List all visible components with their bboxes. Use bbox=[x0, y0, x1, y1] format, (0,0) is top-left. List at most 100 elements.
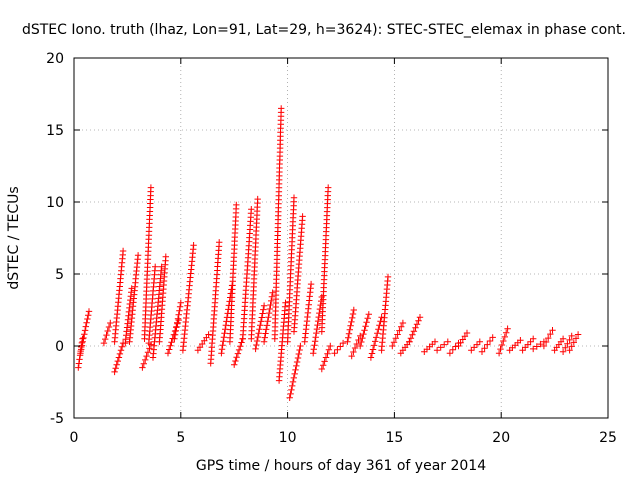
data-arc bbox=[260, 289, 276, 345]
data-point bbox=[297, 342, 304, 350]
data-point bbox=[152, 263, 159, 270]
data-point bbox=[261, 334, 268, 341]
data-point bbox=[176, 303, 184, 310]
data-point bbox=[540, 342, 548, 350]
data-arc bbox=[378, 273, 392, 354]
data-point bbox=[566, 347, 573, 354]
data-point bbox=[410, 328, 418, 335]
data-point bbox=[407, 335, 415, 342]
data-point bbox=[190, 242, 197, 249]
data-point bbox=[119, 247, 127, 255]
data-point bbox=[115, 354, 123, 361]
data-point bbox=[559, 335, 567, 342]
chart-title: dSTEC Iono. truth (lhaz, Lon=91, Lat=29,… bbox=[22, 22, 626, 38]
data-point bbox=[559, 348, 567, 355]
data-arc bbox=[252, 302, 268, 353]
data-point bbox=[164, 350, 172, 357]
data-point bbox=[433, 347, 441, 354]
data-point bbox=[253, 341, 260, 349]
data-point bbox=[218, 350, 225, 357]
data-point bbox=[345, 330, 353, 337]
data-arc bbox=[344, 306, 357, 345]
data-point bbox=[256, 326, 263, 333]
data-point bbox=[205, 331, 212, 338]
data-point bbox=[363, 319, 370, 326]
data-point bbox=[260, 338, 268, 345]
data-point bbox=[396, 327, 403, 334]
data-point bbox=[501, 333, 508, 341]
data-arc bbox=[207, 239, 223, 367]
data-point bbox=[231, 361, 238, 368]
data-point bbox=[259, 310, 266, 317]
data-arc bbox=[318, 342, 334, 373]
data-point bbox=[288, 386, 295, 394]
data-point bbox=[255, 330, 262, 337]
data-point bbox=[357, 342, 364, 350]
data-point bbox=[570, 339, 577, 346]
data-point bbox=[82, 323, 89, 330]
data-point bbox=[337, 343, 344, 350]
data-point bbox=[219, 342, 226, 349]
data-point bbox=[325, 346, 333, 353]
data-point bbox=[171, 331, 179, 338]
data-point bbox=[85, 312, 92, 319]
data-arc bbox=[540, 327, 556, 350]
data-point bbox=[321, 358, 328, 365]
x-tick-label: 10 bbox=[279, 430, 297, 446]
data-arc bbox=[468, 338, 483, 354]
data-point bbox=[103, 331, 110, 339]
data-arc bbox=[421, 338, 439, 355]
data-arc bbox=[126, 252, 142, 345]
data-point bbox=[361, 327, 368, 334]
data-point bbox=[364, 315, 371, 322]
data-arc bbox=[559, 332, 575, 355]
data-point bbox=[572, 335, 580, 342]
data-point bbox=[500, 337, 507, 345]
data-point bbox=[568, 343, 575, 350]
data-point bbox=[176, 307, 183, 314]
data-point bbox=[77, 350, 84, 357]
data-point bbox=[295, 350, 302, 358]
data-point bbox=[486, 337, 494, 345]
x-tick-label: 20 bbox=[492, 430, 510, 446]
data-point bbox=[84, 315, 91, 323]
data-point bbox=[348, 318, 355, 326]
data-arc bbox=[286, 342, 304, 401]
data-point bbox=[302, 330, 309, 337]
data-point bbox=[478, 348, 486, 355]
data-point bbox=[168, 339, 175, 346]
data-point bbox=[313, 325, 321, 333]
data-point bbox=[412, 324, 419, 331]
data-point bbox=[384, 273, 392, 281]
data-point bbox=[221, 330, 228, 337]
data-point bbox=[377, 318, 384, 325]
data-point bbox=[257, 318, 265, 325]
data-point bbox=[140, 360, 147, 367]
data-point bbox=[262, 330, 269, 337]
data-point bbox=[114, 357, 121, 365]
data-point bbox=[293, 358, 301, 366]
data-point bbox=[349, 310, 357, 318]
data-point bbox=[360, 330, 367, 338]
data-point bbox=[566, 336, 573, 344]
data-point bbox=[313, 329, 320, 337]
data-point bbox=[489, 334, 496, 341]
data-point bbox=[294, 354, 302, 362]
data-point bbox=[175, 311, 182, 318]
data-point bbox=[394, 331, 401, 338]
data-point bbox=[574, 331, 582, 338]
data-point bbox=[497, 345, 504, 353]
data-point bbox=[311, 342, 318, 349]
data-point bbox=[171, 335, 178, 342]
data-point bbox=[314, 317, 322, 325]
data-point bbox=[267, 301, 274, 309]
data-arc bbox=[111, 247, 127, 345]
data-point bbox=[258, 314, 265, 321]
data-point bbox=[263, 322, 271, 329]
data-point bbox=[307, 280, 315, 288]
data-arc bbox=[455, 329, 471, 350]
data-point bbox=[368, 350, 376, 357]
data-point bbox=[322, 354, 330, 361]
data-point bbox=[503, 329, 510, 336]
data-point bbox=[100, 339, 108, 347]
